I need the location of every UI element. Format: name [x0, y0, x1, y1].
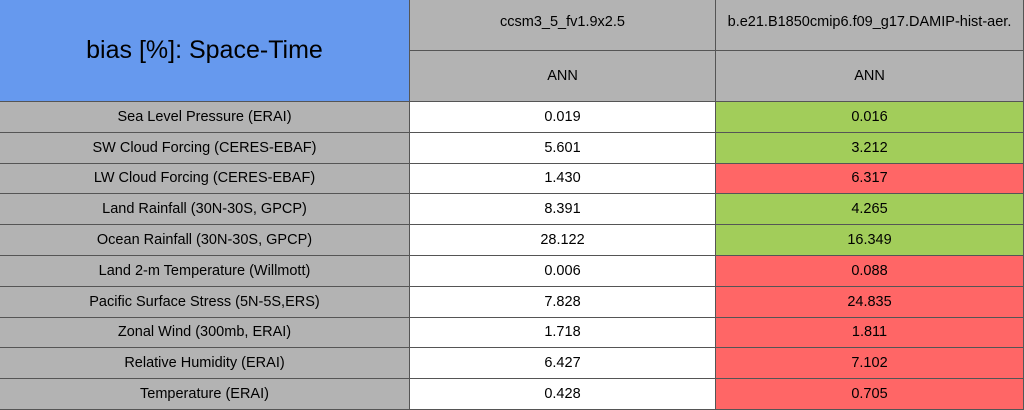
value-cell: 4.265 — [716, 194, 1024, 226]
row-label: Land Rainfall (30N-30S, GPCP) — [0, 194, 410, 226]
value-cell: 1.430 — [410, 163, 716, 195]
column-name: ccsm3_5_fv1.9x2.5 — [410, 0, 716, 51]
row-label: Pacific Surface Stress (5N-5S,ERS) — [0, 286, 410, 318]
row-label: LW Cloud Forcing (CERES-EBAF) — [0, 163, 410, 195]
value-cell: 0.016 — [716, 102, 1024, 133]
row-label: Relative Humidity (ERAI) — [0, 348, 410, 380]
value-cell: 28.122 — [410, 225, 716, 256]
value-cell: 8.391 — [410, 194, 716, 226]
table-title: bias [%]: Space-Time — [0, 0, 410, 102]
value-cell: 24.835 — [716, 286, 1024, 318]
value-cell: 0.006 — [410, 256, 716, 287]
value-cell: 6.427 — [410, 348, 716, 380]
column-period: ANN — [410, 51, 716, 102]
row-label: Land 2-m Temperature (Willmott) — [0, 256, 410, 287]
value-cell: 1.718 — [410, 317, 716, 349]
value-cell: 0.019 — [410, 102, 716, 133]
column-name: b.e21.B1850cmip6.f09_g17.DAMIP-hist-aer. — [716, 0, 1024, 51]
value-cell: 1.811 — [716, 317, 1024, 349]
row-label: Ocean Rainfall (30N-30S, GPCP) — [0, 225, 410, 256]
column-period: ANN — [716, 51, 1024, 102]
value-cell: 0.705 — [716, 379, 1024, 410]
row-label: Sea Level Pressure (ERAI) — [0, 102, 410, 133]
value-cell: 6.317 — [716, 163, 1024, 195]
value-cell: 0.088 — [716, 256, 1024, 287]
value-cell: 7.102 — [716, 348, 1024, 380]
row-label: SW Cloud Forcing (CERES-EBAF) — [0, 132, 410, 164]
row-label: Temperature (ERAI) — [0, 379, 410, 410]
value-cell: 3.212 — [716, 132, 1024, 164]
value-cell: 7.828 — [410, 286, 716, 318]
value-cell: 5.601 — [410, 132, 716, 164]
row-label: Zonal Wind (300mb, ERAI) — [0, 317, 410, 349]
value-cell: 16.349 — [716, 225, 1024, 256]
value-cell: 0.428 — [410, 379, 716, 410]
